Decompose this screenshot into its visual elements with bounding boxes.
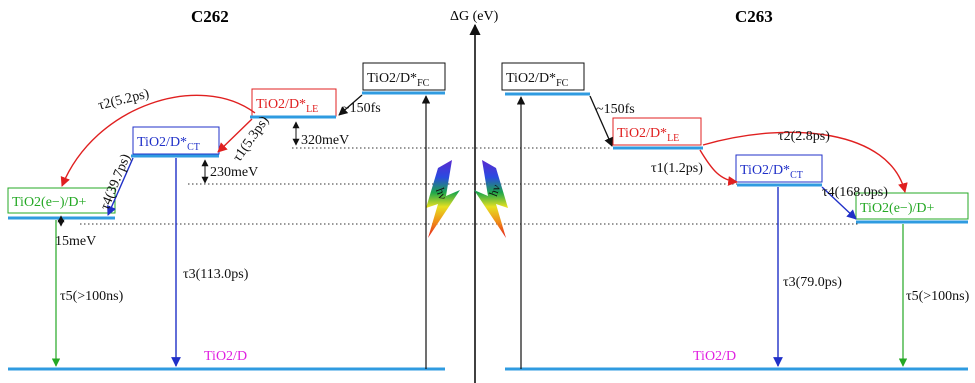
left-tau1-arrow	[217, 118, 253, 153]
right-ct-label: TiO2/D*CT	[740, 163, 803, 181]
right-panel-title: C263	[735, 7, 773, 26]
left-ct-box	[132, 126, 220, 155]
left-gap-fc-le: 320meV	[301, 133, 349, 148]
lightning-left-label: hν	[433, 186, 450, 202]
left-gap-ct-inj: 15meV	[55, 234, 96, 249]
left-tau4-arrow	[107, 157, 134, 216]
right-tau2-label: τ2(2.8ps)	[778, 129, 830, 144]
right-tau4-label: τ4(168.0ps)	[822, 185, 888, 200]
right-tau1-label: τ1(1.2ps)	[651, 161, 703, 176]
left-fc-le-arrow	[338, 94, 363, 116]
right-fc-box	[501, 62, 585, 91]
right-inj-label: TiO2(e−)/D+	[860, 201, 934, 216]
right-tau1-arrow	[699, 149, 738, 186]
right-fc-le-arrow	[589, 95, 613, 147]
left-ground-label: TiO2/D	[204, 349, 247, 364]
left-fc-le-time: ~150fs	[342, 101, 381, 116]
left-tau3-label: τ3(113.0ps)	[183, 267, 249, 282]
left-ct-label: TiO2/D*CT	[137, 135, 200, 153]
energy-axis-label: ΔG (eV)	[450, 9, 499, 24]
left-tau5-label: τ5(>100ns)	[60, 289, 124, 304]
right-tau5-label: τ5(>100ns)	[906, 289, 970, 304]
left-fc-label: TiO2/D*FC	[367, 71, 430, 89]
left-fc-box	[362, 62, 446, 91]
lightning-right-icon: hν	[474, 160, 508, 238]
left-tau2-arrow	[60, 94, 256, 187]
right-le-box	[612, 117, 702, 146]
left-tau4-label: τ4(39.7ps)	[98, 152, 134, 213]
left-inj-box	[7, 187, 116, 214]
left-tau2-label: τ2(5.2ps)	[97, 86, 151, 113]
left-tau1-label: τ1(5.3ps)	[230, 113, 272, 164]
left-le-box	[251, 88, 337, 117]
right-ct-box	[735, 154, 823, 183]
left-panel-title: C262	[191, 7, 229, 26]
right-tau3-label: τ3(79.0ps)	[783, 275, 842, 290]
right-fc-label: TiO2/D*FC	[506, 71, 569, 89]
right-le-label: TiO2/D*LE	[617, 126, 679, 144]
right-inj-box	[855, 192, 969, 220]
lightning-right-label: hν	[486, 182, 503, 198]
left-gap-le-ct: 230meV	[210, 165, 258, 180]
lightning-left-icon: hν	[426, 160, 460, 238]
left-inj-label: TiO2(e−)/D+	[12, 195, 86, 210]
right-fc-le-time: ~150fs	[596, 102, 635, 117]
left-le-label: TiO2/D*LE	[256, 97, 318, 115]
right-tau4-arrow	[821, 186, 857, 220]
right-ground-label: TiO2/D	[693, 349, 736, 364]
right-tau2-arrow	[702, 131, 908, 193]
